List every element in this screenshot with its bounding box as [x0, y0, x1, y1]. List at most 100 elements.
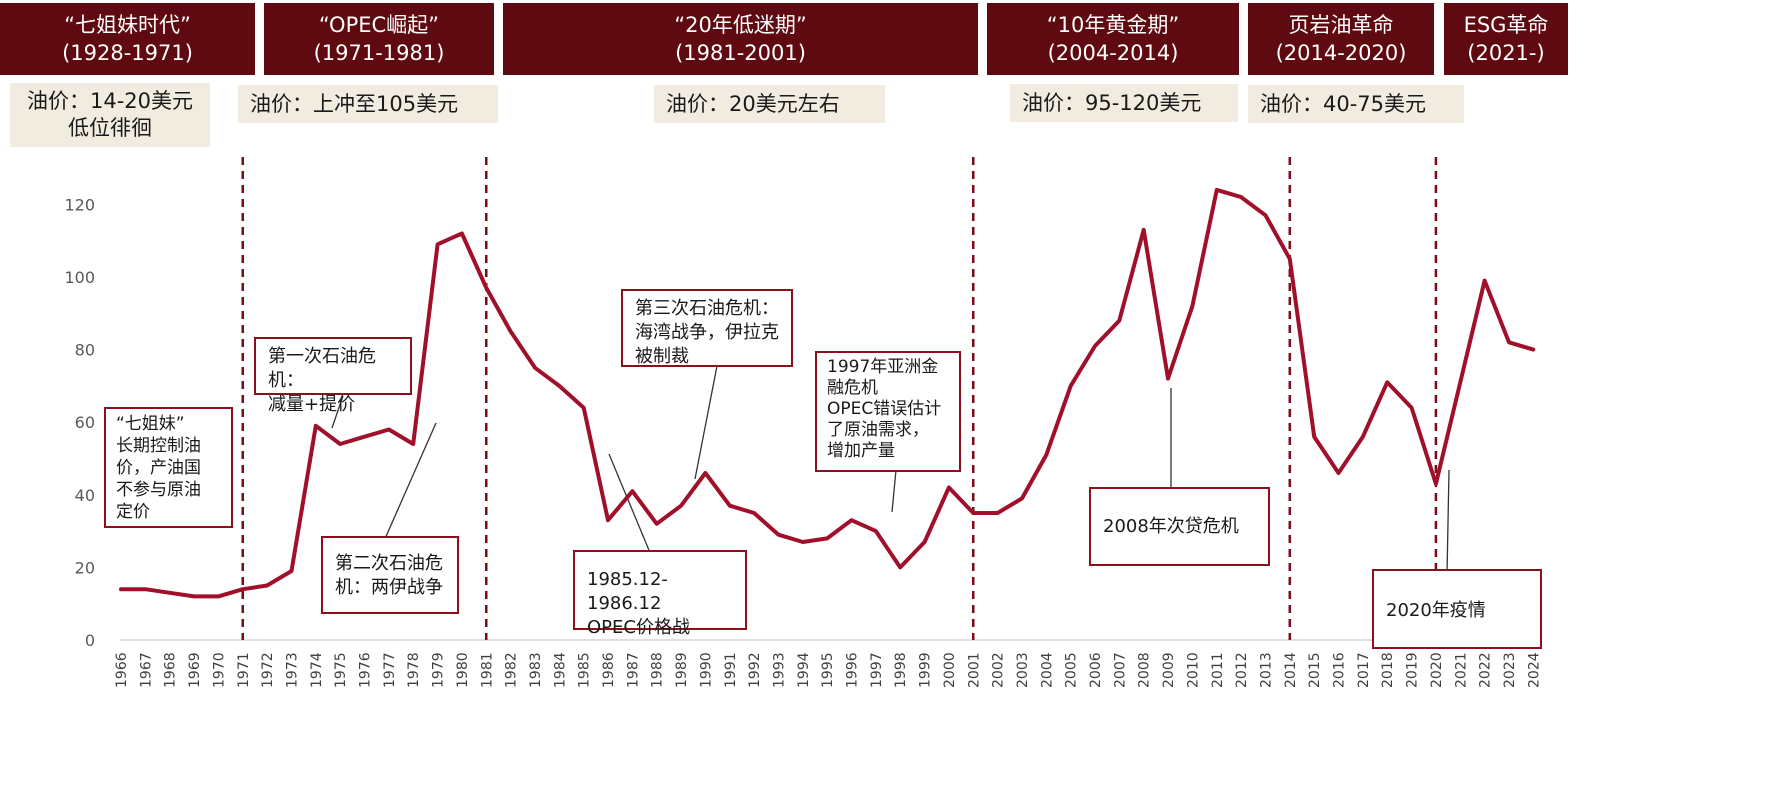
x-tick-label: 2009	[1161, 652, 1177, 688]
x-tick-label: 2004	[1039, 652, 1055, 688]
era-years: (2004-2014)	[1047, 41, 1179, 65]
x-tick-label: 2021	[1453, 652, 1469, 688]
x-tick-label: 2017	[1356, 652, 1372, 688]
era-header-20yr-slump: “20年低迷期” (1981-2001)	[503, 3, 978, 75]
price-box-opec-rise: 油价：上冲至105美元	[238, 85, 498, 123]
y-tick-label: 40	[75, 486, 95, 505]
x-tick-label: 1967	[138, 652, 154, 688]
leader-line-2	[383, 422, 437, 542]
x-tick-label: 1986	[601, 652, 617, 688]
annotation-second-oil-crisis: 第二次石油危 机：两伊战争	[321, 536, 459, 614]
x-tick-label: 1969	[187, 652, 203, 688]
annotation-leader-lines	[331, 365, 1450, 576]
leader-line-5	[891, 469, 897, 513]
annotation-third-oil-crisis: 第三次石油危机： 海湾战争，伊拉克 被制裁	[621, 289, 793, 367]
x-tick-label: 1968	[163, 652, 179, 688]
era-header-esg-revolution: ESG革命 (2021-)	[1444, 3, 1568, 75]
y-tick-label: 120	[64, 195, 95, 214]
price-box-20yr-slump: 油价：20美元左右	[654, 85, 885, 123]
annotation-covid: 2020年疫情	[1372, 569, 1542, 649]
x-tick-label: 2014	[1283, 652, 1299, 688]
x-tick-label: 2005	[1064, 652, 1080, 688]
price-text: 油价：95-120美元	[1022, 90, 1202, 115]
y-tick-label: 20	[75, 558, 95, 577]
x-tick-label: 1996	[845, 652, 861, 688]
x-tick-label: 1974	[309, 652, 325, 688]
x-tick-label: 2007	[1112, 652, 1128, 688]
x-tick-label: 1973	[284, 652, 300, 688]
x-tick-label: 1979	[431, 652, 447, 688]
x-tick-label: 2018	[1380, 652, 1396, 688]
x-tick-label: 1980	[455, 652, 471, 688]
era-header-seven-sisters: “七姐妹时代” (1928-1971)	[0, 3, 255, 75]
y-tick-label: 60	[75, 413, 95, 432]
x-axis-ticks: 1966 1967 1968 1969 1970 1971 1972 1973 1974 1975…	[114, 652, 1542, 688]
price-box-seven-sisters: 油价：14-20美元 低位徘徊	[10, 83, 210, 147]
x-tick-label: 2002	[991, 652, 1007, 688]
x-tick-label: 2016	[1332, 652, 1348, 688]
price-box-shale-revolution: 油价：40-75美元	[1248, 85, 1464, 123]
y-tick-label: 0	[85, 631, 95, 650]
x-tick-label: 2019	[1405, 652, 1421, 688]
y-tick-label: 80	[75, 341, 95, 360]
era-dividers	[241, 157, 1438, 640]
era-header-golden-decade: “10年黄金期” (2004-2014)	[987, 3, 1239, 75]
x-tick-label: 1998	[893, 652, 909, 688]
price-text-sub: 低位徘徊	[68, 116, 152, 140]
era-name: “20年低迷期”	[674, 13, 807, 37]
x-tick-label: 1991	[723, 652, 739, 688]
x-tick-label: 2020	[1429, 652, 1445, 688]
x-tick-label: 2022	[1478, 652, 1494, 688]
x-tick-label: 1976	[358, 652, 374, 688]
x-tick-label: 2001	[966, 652, 982, 688]
x-tick-label: 1977	[382, 652, 398, 688]
x-tick-label: 2023	[1502, 652, 1518, 688]
era-years: (2021-)	[1467, 41, 1545, 65]
leader-line-1	[331, 395, 344, 429]
era-name: 页岩油革命	[1288, 13, 1394, 37]
annotation-asian-financial-crisis: 1997年亚洲金 融危机 OPEC错误估计 了原油需求， 增加产量	[815, 351, 961, 472]
y-tick-label: 100	[64, 268, 95, 287]
x-tick-label: 2008	[1137, 652, 1153, 688]
x-tick-label: 1985	[577, 652, 593, 688]
era-years: (1971-1981)	[313, 41, 445, 65]
x-tick-label: 2000	[942, 652, 958, 688]
era-name: “10年黄金期”	[1046, 13, 1180, 37]
era-name: “OPEC崛起”	[318, 13, 440, 37]
x-tick-label: 2003	[1015, 652, 1031, 688]
price-text: 油价：14-20美元	[26, 89, 194, 113]
x-tick-label: 1966	[114, 652, 130, 688]
era-name: “七姐妹时代”	[64, 13, 191, 37]
era-years: (1928-1971)	[62, 41, 193, 65]
era-years: (2014-2020)	[1275, 41, 1407, 65]
x-tick-label: 2006	[1088, 652, 1104, 688]
x-tick-label: 1989	[674, 652, 690, 688]
annotation-subprime-crisis: 2008年次贷危机	[1089, 487, 1270, 566]
x-tick-label: 2013	[1258, 652, 1274, 688]
x-tick-label: 2011	[1210, 652, 1226, 688]
x-tick-label: 1983	[528, 652, 544, 688]
y-axis-ticks: 0 20 40 60 80 100 120	[64, 195, 95, 650]
annotation-seven-sisters: “七姐妹” 长期控制油 价，产油国 不参与原油 定价	[104, 407, 233, 528]
leader-line-4	[694, 365, 718, 480]
annotation-opec-price-war: 1985.12-1986.12 OPEC价格战	[573, 550, 747, 638]
x-tick-label: 1994	[796, 652, 812, 688]
era-years: (1981-2001)	[675, 41, 806, 65]
leader-line-7	[1446, 469, 1450, 576]
x-tick-label: 1981	[479, 652, 495, 688]
x-tick-label: 1984	[552, 652, 568, 688]
x-tick-label: 1990	[698, 652, 714, 688]
x-tick-label: 1988	[650, 652, 666, 688]
x-tick-label: 2024	[1526, 652, 1542, 688]
annotation-first-oil-crisis: 第一次石油危机： 减量+提价	[254, 337, 412, 415]
leader-line-3	[608, 453, 652, 556]
x-tick-label: 1975	[333, 652, 349, 688]
x-tick-label: 1993	[771, 652, 787, 688]
oil-price-series-line	[119, 187, 1536, 599]
x-tick-label: 1972	[260, 652, 276, 688]
x-tick-label: 1971	[236, 652, 252, 688]
x-tick-label: 2012	[1234, 652, 1250, 688]
price-text: 油价：20美元左右	[666, 91, 840, 116]
price-box-golden-decade: 油价：95-120美元	[1010, 84, 1238, 122]
era-header-shale-revolution: 页岩油革命 (2014-2020)	[1248, 3, 1434, 75]
